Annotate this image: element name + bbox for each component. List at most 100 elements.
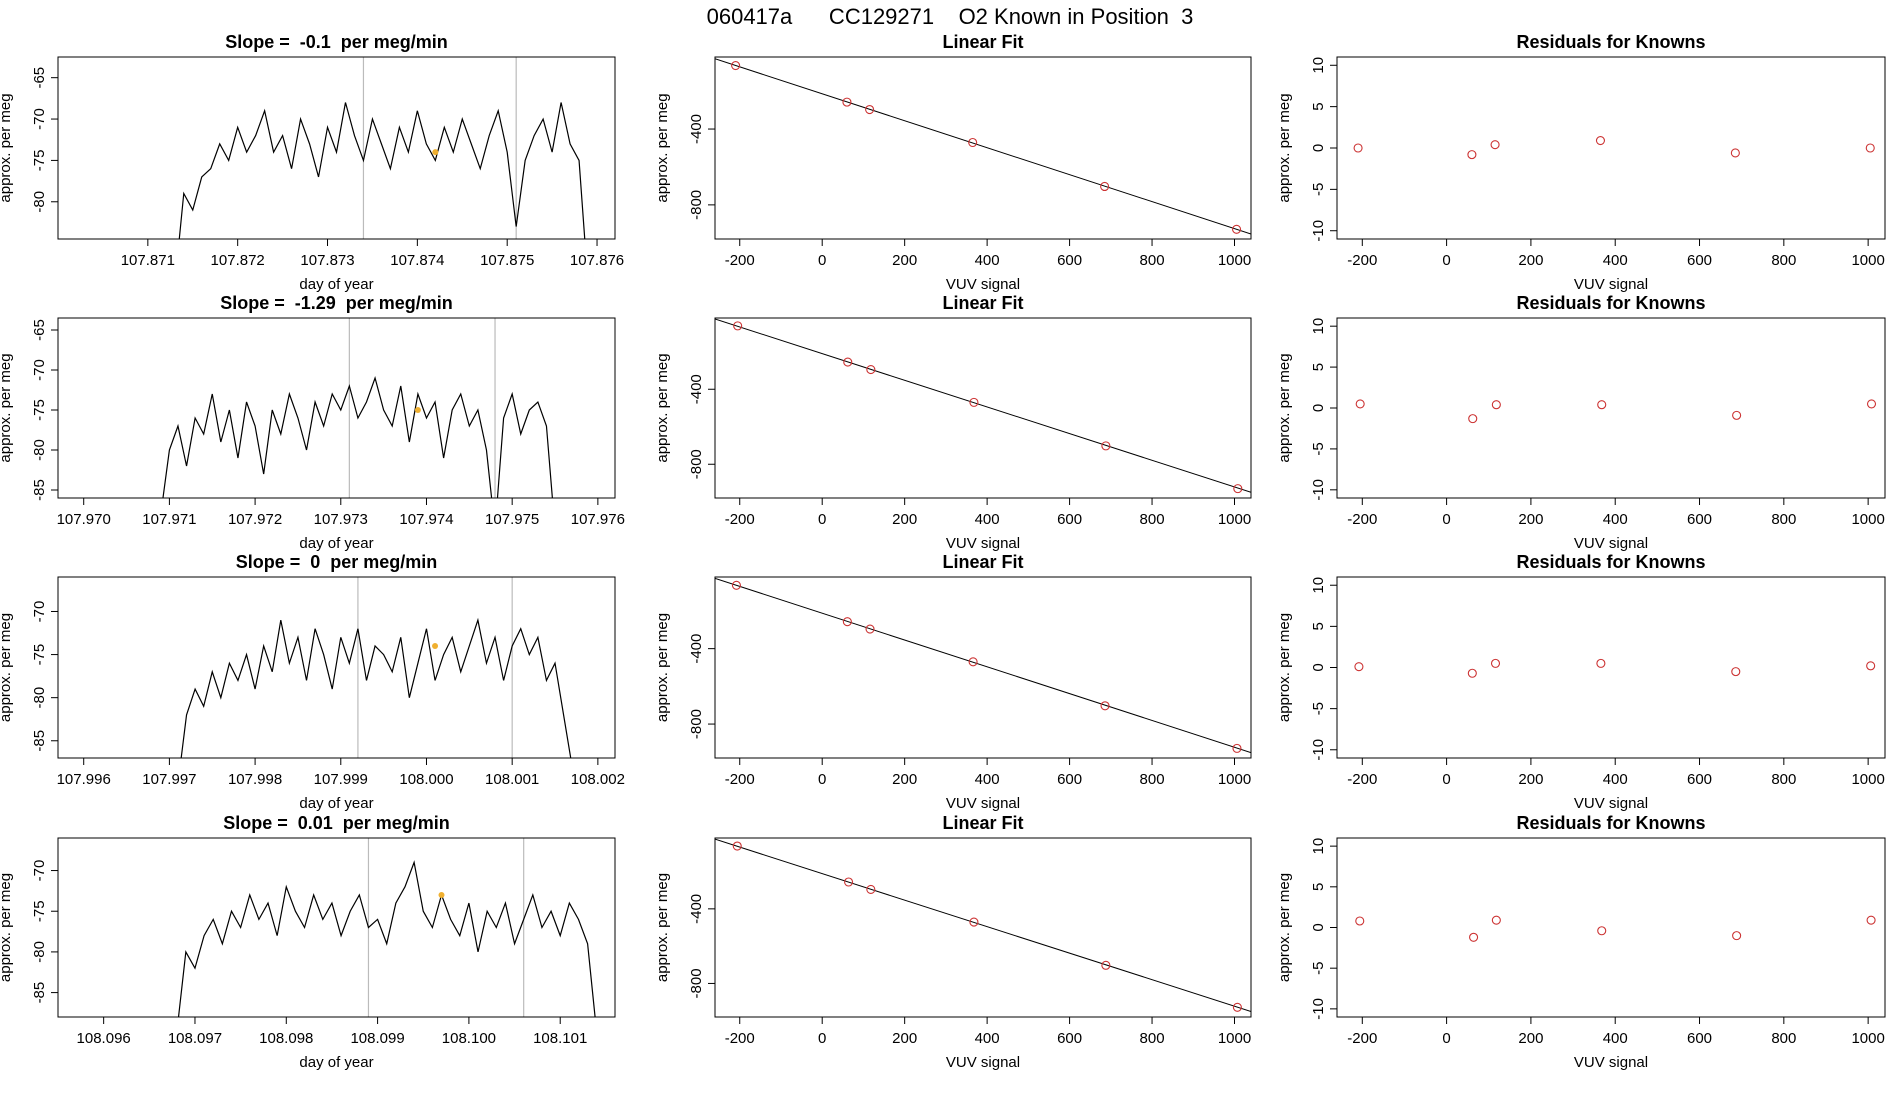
y-axis-label: approx. per meg bbox=[1276, 353, 1293, 462]
y-tick-label: -10 bbox=[1310, 739, 1327, 761]
y-tick-label: -65 bbox=[31, 319, 48, 341]
x-tick-label: 108.098 bbox=[259, 1030, 313, 1047]
x-axis-label: VUV signal bbox=[946, 276, 1020, 293]
x-tick-label: 600 bbox=[1057, 1030, 1082, 1047]
y-axis-label: approx. per meg bbox=[0, 873, 14, 982]
panel-title: Linear Fit bbox=[942, 552, 1023, 572]
plot-area bbox=[715, 838, 1251, 1012]
panel: Slope = 0 per meg/min day of year approx. … bbox=[0, 552, 625, 812]
panel-title: Slope = 0.01 per meg/min bbox=[223, 813, 450, 833]
x-tick-label: 200 bbox=[1518, 511, 1543, 528]
panel: Slope = 0.01 per meg/min day of year appro… bbox=[0, 813, 616, 1071]
x-tick-label: -200 bbox=[1347, 1030, 1377, 1047]
x-tick-label: 107.973 bbox=[314, 511, 368, 528]
x-tick-label: 107.997 bbox=[142, 771, 196, 788]
y-axis-label: approx. per meg bbox=[0, 93, 14, 202]
plot-area bbox=[715, 577, 1251, 754]
plot-area bbox=[180, 577, 572, 758]
plot-area bbox=[715, 58, 1251, 235]
panel: Linear Fit VUV signal approx. per meg -200 0… bbox=[654, 32, 1252, 293]
point bbox=[1355, 916, 1365, 926]
x-tick-label: 1000 bbox=[1218, 1030, 1251, 1047]
y-axis-label: approx. per meg bbox=[654, 93, 671, 202]
y-tick-label: -80 bbox=[31, 191, 48, 213]
y-axis-label: approx. per meg bbox=[654, 873, 671, 982]
x-axis-label: day of year bbox=[299, 535, 373, 552]
point bbox=[1732, 410, 1742, 420]
x-tick-label: 200 bbox=[892, 771, 917, 788]
fit-line bbox=[715, 838, 1251, 1012]
x-tick-label: 1000 bbox=[1851, 1030, 1884, 1047]
point bbox=[1866, 915, 1876, 925]
y-tick-label: 10 bbox=[1310, 57, 1327, 74]
point bbox=[1490, 658, 1501, 668]
y-tick-label: 10 bbox=[1310, 318, 1327, 335]
y-tick-label: -400 bbox=[688, 634, 705, 664]
x-tick-label: -200 bbox=[725, 511, 755, 528]
x-tick-label: -200 bbox=[725, 1030, 755, 1047]
x-tick-label: 800 bbox=[1771, 1030, 1796, 1047]
point bbox=[1232, 1002, 1242, 1012]
x-axis-label: VUV signal bbox=[946, 795, 1020, 812]
y-tick-label: -85 bbox=[31, 730, 48, 752]
y-tick-label: -400 bbox=[688, 894, 705, 924]
point bbox=[1354, 662, 1364, 672]
x-tick-label: 0 bbox=[818, 511, 826, 528]
x-tick-label: 400 bbox=[1603, 1030, 1628, 1047]
x-tick-label: 107.872 bbox=[211, 252, 265, 269]
x-tick-label: 108.101 bbox=[533, 1030, 587, 1047]
plot-area bbox=[162, 318, 553, 498]
x-axis-label: day of year bbox=[299, 276, 373, 293]
x-tick-label: 400 bbox=[975, 1030, 1000, 1047]
point bbox=[1595, 136, 1606, 146]
y-tick-label: -80 bbox=[31, 687, 48, 709]
point bbox=[731, 60, 741, 71]
x-tick-label: 107.871 bbox=[121, 252, 175, 269]
mean-marker bbox=[432, 642, 439, 649]
x-tick-label: 600 bbox=[1687, 771, 1712, 788]
y-tick-label: 10 bbox=[1310, 838, 1327, 855]
point bbox=[1731, 667, 1741, 677]
y-tick-label: -70 bbox=[31, 860, 48, 882]
data-line bbox=[178, 102, 586, 239]
panel-title: Slope = 0 per meg/min bbox=[236, 552, 438, 572]
x-axis-label: VUV signal bbox=[946, 1054, 1020, 1071]
y-tick-label: 0 bbox=[1310, 404, 1327, 412]
plot-area bbox=[715, 318, 1251, 494]
y-tick-label: -800 bbox=[688, 709, 705, 739]
x-tick-label: 600 bbox=[1057, 252, 1082, 269]
point bbox=[1232, 224, 1242, 234]
data-line bbox=[180, 617, 572, 758]
y-tick-label: -10 bbox=[1310, 998, 1327, 1020]
y-tick-label: 5 bbox=[1310, 622, 1327, 630]
point bbox=[1866, 399, 1877, 409]
point bbox=[733, 321, 743, 331]
x-tick-label: 108.099 bbox=[350, 1030, 404, 1047]
x-tick-label: 200 bbox=[892, 252, 917, 269]
x-tick-label: 400 bbox=[1603, 771, 1628, 788]
y-tick-label: -800 bbox=[688, 449, 705, 479]
x-tick-label: 400 bbox=[975, 511, 1000, 528]
x-axis-label: VUV signal bbox=[1574, 276, 1648, 293]
point bbox=[866, 884, 876, 895]
point bbox=[1491, 400, 1501, 410]
x-tick-label: 800 bbox=[1140, 511, 1165, 528]
x-tick-label: 108.002 bbox=[571, 771, 625, 788]
plot-frame bbox=[714, 837, 1252, 1018]
x-tick-label: 107.874 bbox=[390, 252, 444, 269]
x-tick-label: 400 bbox=[1603, 511, 1628, 528]
x-tick-label: 107.970 bbox=[57, 511, 111, 528]
x-tick-label: 1000 bbox=[1851, 252, 1884, 269]
x-tick-label: 107.976 bbox=[571, 511, 625, 528]
x-tick-label: 200 bbox=[1518, 252, 1543, 269]
y-tick-label: -800 bbox=[688, 968, 705, 998]
y-tick-label: -75 bbox=[31, 150, 48, 172]
panel: Linear Fit VUV signal approx. per meg -200 0… bbox=[654, 552, 1252, 812]
point bbox=[842, 97, 852, 107]
point bbox=[1467, 668, 1477, 678]
fit-line bbox=[715, 577, 1251, 754]
y-tick-label: -5 bbox=[1310, 442, 1327, 455]
x-tick-label: 107.875 bbox=[480, 252, 534, 269]
point bbox=[1468, 414, 1478, 424]
x-tick-label: 600 bbox=[1057, 771, 1082, 788]
